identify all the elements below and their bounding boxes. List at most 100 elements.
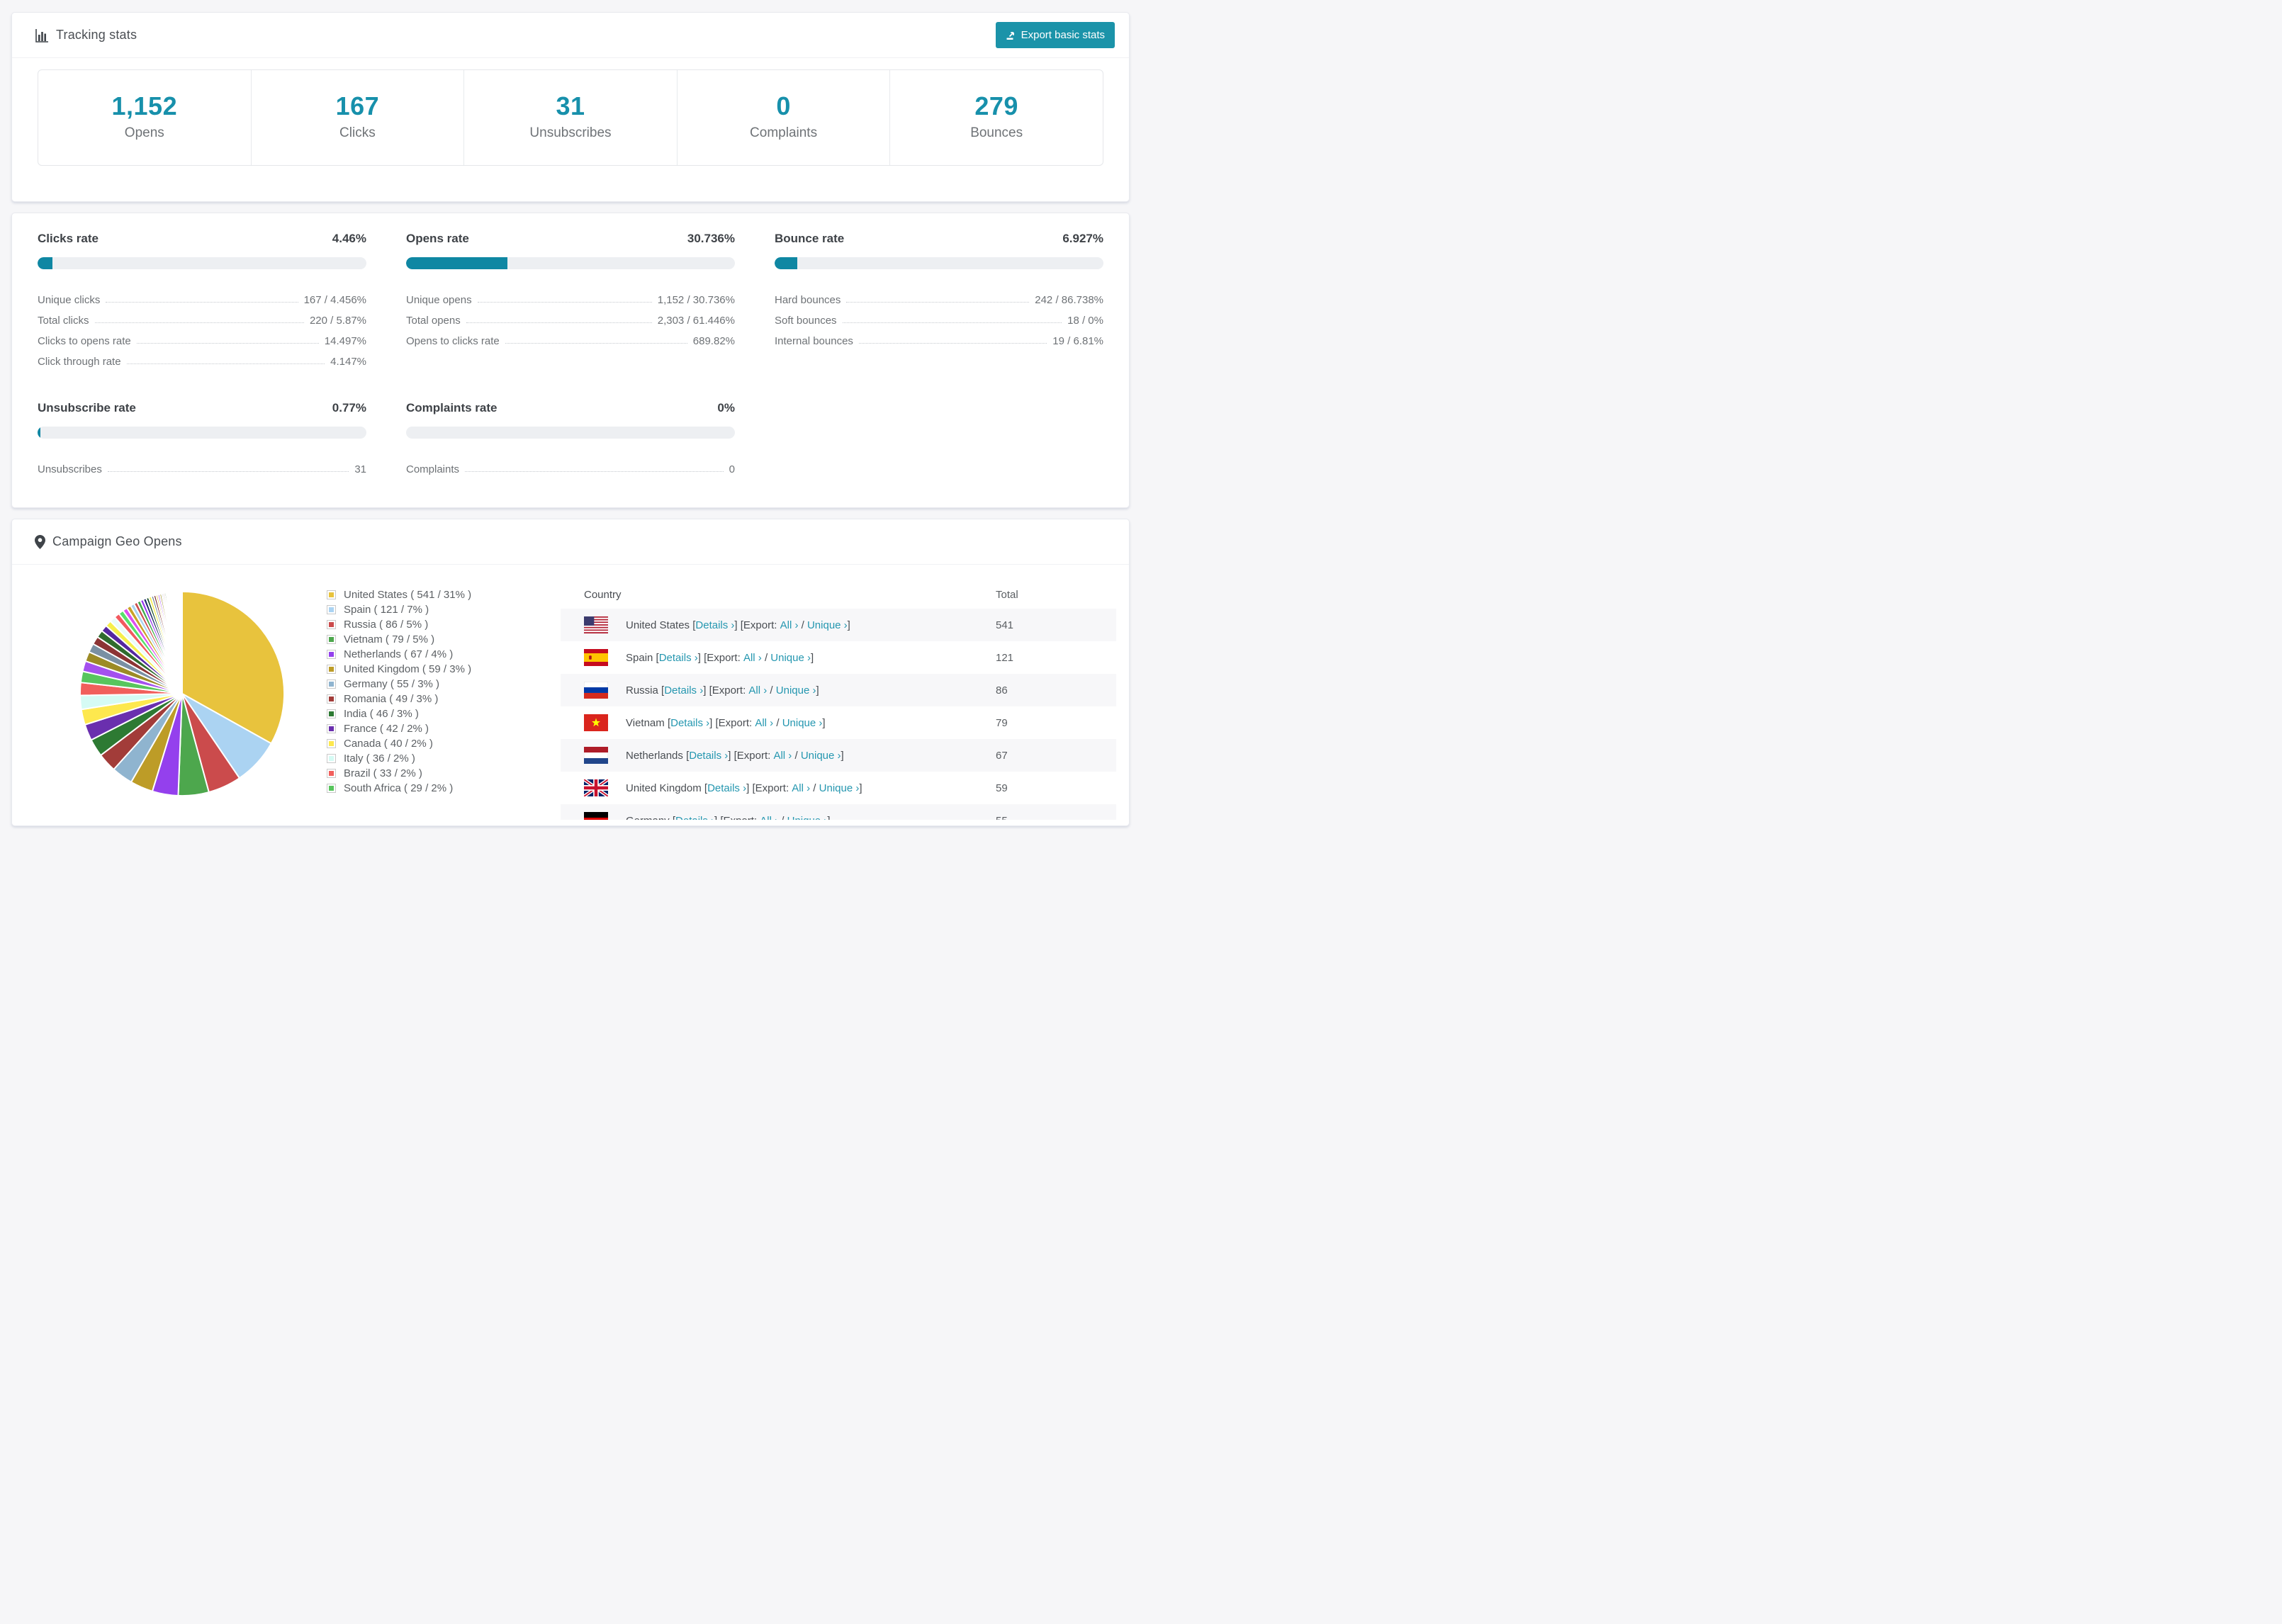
country-name: United States [626, 619, 693, 631]
rate-stat-label: Total clicks [38, 315, 89, 327]
legend-color-chip [327, 709, 336, 718]
geo-row-united-states: United States [Details ›] [Export: All ›… [561, 609, 1116, 641]
rate-stat-value: 18 / 0% [1067, 315, 1103, 327]
legend-color-chip [327, 753, 336, 763]
stat-label: Opens [124, 125, 164, 140]
geo-legend: United States ( 541 / 31% ) Spain ( 121 /… [327, 572, 561, 820]
dotted-leader [477, 302, 652, 303]
country-name: Germany [626, 815, 673, 821]
complaints-rate-panel: Complaints rate 0% Complaints 0 [406, 401, 735, 478]
export-unique-link[interactable]: Unique › [787, 815, 828, 821]
dotted-leader [846, 302, 1030, 303]
rate-stat-row: Unique opens 1,152 / 30.736% [406, 288, 735, 308]
rate-stat-value: 242 / 86.738% [1035, 294, 1103, 306]
export-basic-stats-button[interactable]: Export basic stats [995, 22, 1115, 48]
flag-icon-nl [584, 747, 608, 764]
legend-item: Germany ( 55 / 3% ) [327, 677, 561, 691]
legend-item: United Kingdom ( 59 / 3% ) [327, 662, 561, 676]
rate-stat-row: Internal bounces 19 / 6.81% [775, 329, 1103, 349]
progress-bar [38, 427, 366, 439]
dotted-leader [126, 363, 325, 364]
country-total: 59 [996, 782, 1008, 794]
export-unique-link[interactable]: Unique › [770, 651, 811, 664]
country-total: 55 [996, 815, 1095, 821]
legend-item: Spain ( 121 / 7% ) [327, 602, 561, 616]
rate-stat-label: Unique opens [406, 294, 472, 306]
export-all-link[interactable]: All › [773, 749, 792, 762]
rate-stat-value: 19 / 6.81% [1052, 335, 1103, 347]
stat-label: Complaints [750, 125, 818, 140]
legend-item: Italy ( 36 / 2% ) [327, 751, 561, 765]
dotted-leader [842, 322, 1062, 323]
details-link[interactable]: Details › [675, 815, 714, 821]
details-link[interactable]: Details › [707, 782, 747, 794]
export-all-link[interactable]: All › [748, 684, 768, 697]
legend-color-chip [327, 649, 336, 659]
rate-stat-row: Hard bounces 242 / 86.738% [775, 288, 1103, 308]
legend-label: Brazil ( 33 / 2% ) [344, 767, 422, 779]
dotted-leader [465, 471, 724, 472]
stat-value: 0 [776, 91, 791, 120]
stat-cell-complaints: 0 Complaints [676, 70, 890, 165]
details-link[interactable]: Details › [664, 684, 704, 697]
legend-label: Romania ( 49 / 3% ) [344, 692, 439, 705]
dotted-leader [466, 322, 652, 323]
dotted-leader [858, 343, 1047, 344]
legend-color-chip [327, 679, 336, 689]
export-all-link[interactable]: All › [743, 651, 762, 664]
export-all-link[interactable]: All › [780, 619, 799, 631]
legend-color-chip [327, 694, 336, 704]
rate-stat-value: 2,303 / 61.446% [657, 315, 735, 327]
legend-item: Russia ( 86 / 5% ) [327, 617, 561, 631]
stat-label: Clicks [339, 125, 376, 140]
export-all-link[interactable]: All › [755, 716, 774, 729]
stat-label: Unsubscribes [529, 125, 612, 140]
geo-col-total: Total [996, 588, 1018, 601]
export-all-link[interactable]: All › [760, 815, 778, 821]
details-link[interactable]: Details › [670, 716, 710, 729]
geo-pie-chart [38, 572, 327, 820]
details-link[interactable]: Details › [689, 749, 729, 762]
country-name: Vietnam [626, 716, 668, 729]
stat-value: 31 [556, 91, 585, 120]
legend-label: Vietnam ( 79 / 5% ) [344, 633, 435, 645]
rate-title: Complaints rate [406, 401, 498, 415]
pie-svg [79, 590, 286, 797]
stats-summary-row: 1,152 Opens 167 Clicks 31 Unsubscribes 0 Compla… [38, 69, 1103, 166]
rate-stat-label: Opens to clicks rate [406, 335, 500, 347]
rate-stat-value: 220 / 5.87% [309, 315, 366, 327]
country-total: 541 [996, 619, 1014, 631]
export-unique-link[interactable]: Unique › [806, 619, 848, 631]
legend-color-chip [327, 664, 336, 674]
clicks-rate-panel: Clicks rate 4.46% Unique clicks 167 / 4.456… [38, 232, 366, 370]
rate-title: Bounce rate [775, 232, 845, 245]
rates-grid: Clicks rate 4.46% Unique clicks 167 / 4.456… [38, 232, 1103, 478]
map-pin-icon [35, 534, 45, 549]
progress-bar [38, 257, 366, 269]
geo-row-vietnam: Vietnam [Details ›] [Export: All › / Uni… [561, 706, 1116, 739]
legend-label: Netherlands ( 67 / 4% ) [344, 648, 454, 660]
export-all-link[interactable]: All › [792, 782, 811, 794]
details-link[interactable]: Details › [695, 619, 735, 631]
export-unique-link[interactable]: Unique › [775, 684, 816, 697]
dotted-leader [136, 343, 319, 344]
export-unique-link[interactable]: Unique › [800, 749, 841, 762]
rate-stat-value: 167 / 4.456% [303, 294, 366, 306]
details-link[interactable]: Details › [658, 651, 698, 664]
rate-stat-row: Unique clicks 167 / 4.456% [38, 288, 366, 308]
legend-label: India ( 46 / 3% ) [344, 707, 419, 720]
progress-bar [406, 427, 735, 439]
rate-value: 0.77% [332, 401, 366, 415]
campaign-geo-opens-card: Campaign Geo Opens United States ( 541 /… [11, 519, 1130, 826]
flag-icon-es [584, 649, 608, 666]
rate-stat-label: Unique clicks [38, 294, 101, 306]
legend-color-chip [327, 619, 336, 629]
rates-card: Clicks rate 4.46% Unique clicks 167 / 4.456… [11, 213, 1130, 508]
legend-item: France ( 42 / 2% ) [327, 721, 561, 735]
export-unique-link[interactable]: Unique › [819, 782, 860, 794]
legend-label: United Kingdom ( 59 / 3% ) [344, 662, 472, 675]
geo-body: United States ( 541 / 31% ) Spain ( 121 /… [12, 565, 1129, 820]
export-unique-link[interactable]: Unique › [782, 716, 823, 729]
legend-color-chip [327, 723, 336, 733]
legend-item: India ( 46 / 3% ) [327, 706, 561, 721]
